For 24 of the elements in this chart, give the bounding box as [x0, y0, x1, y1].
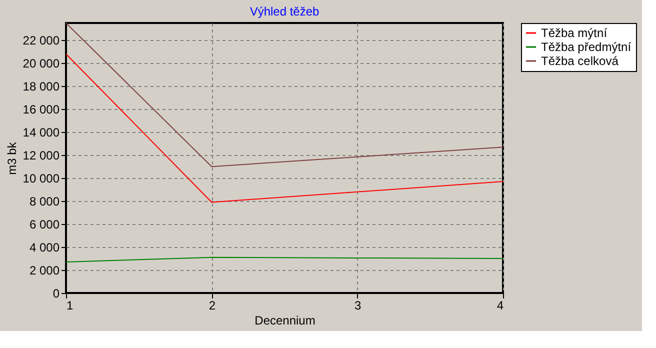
x-tick-label: 4 — [496, 298, 504, 312]
y-tick-label: 18 000 — [22, 80, 60, 94]
y-tick-label: 12 000 — [22, 148, 60, 163]
y-tick-label: 20 000 — [22, 56, 60, 71]
y-tick-label: 4 000 — [29, 240, 60, 255]
y-tick-label: 22 000 — [22, 34, 60, 48]
y-tick-label: 6 000 — [29, 218, 60, 232]
y-axis-title: m3 bk — [4, 141, 19, 175]
line-series — [66, 54, 503, 203]
x-tick-label: 2 — [208, 298, 216, 312]
y-tick-label: 16 000 — [22, 102, 60, 117]
x-tick-label: 1 — [66, 298, 74, 312]
y-tick-label: 14 000 — [22, 126, 60, 140]
legend-label: Těžba mýtní — [541, 26, 608, 40]
x-tick-label: 3 — [354, 298, 362, 312]
y-tick-label: 8 000 — [29, 194, 60, 209]
legend-label: Těžba celková — [541, 54, 619, 68]
legend-label: Těžba předmýtní — [541, 40, 632, 54]
y-tick-label: 10 000 — [22, 172, 60, 186]
x-axis-title: Decennium — [254, 314, 316, 328]
line-series — [66, 23, 503, 168]
y-tick-label: 0 — [52, 286, 60, 300]
chart-title: Výhled těžeb — [250, 4, 320, 18]
y-tick-label: 2 000 — [29, 264, 60, 278]
